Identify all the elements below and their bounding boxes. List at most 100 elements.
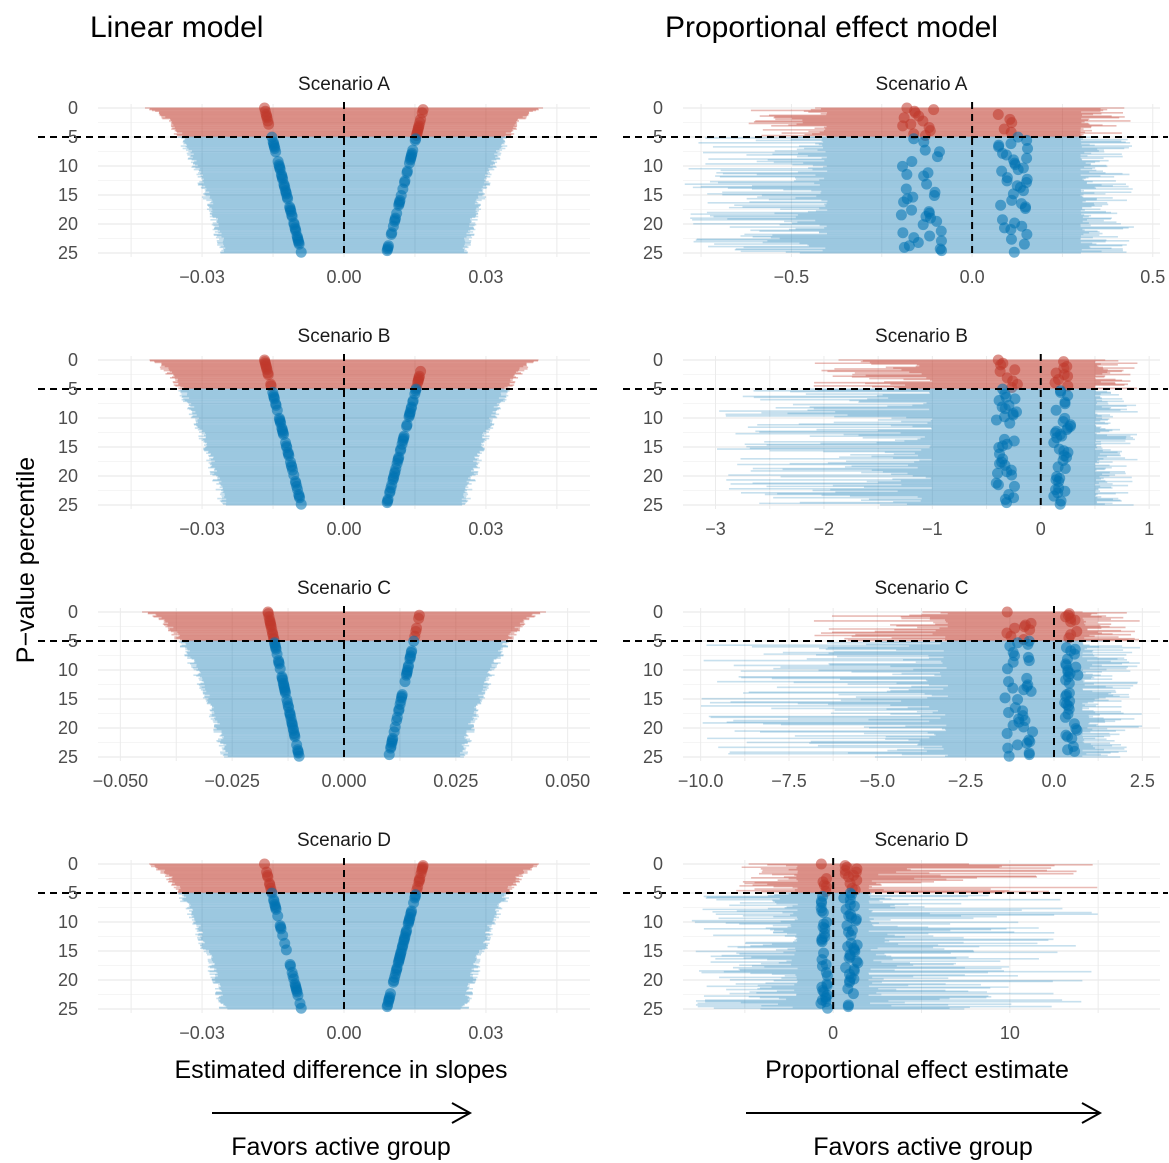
y-tick-label: 5	[68, 631, 78, 651]
y-tick-label: 10	[643, 912, 663, 932]
x-tick-label: 0.050	[545, 771, 590, 791]
x-tick-label: −0.03	[179, 267, 225, 287]
estimate-point	[845, 929, 857, 941]
y-axis-title: P−value percentile	[12, 457, 40, 663]
estimate-point	[1006, 469, 1018, 481]
estimate-point	[992, 479, 1004, 491]
y-tick-label: 25	[58, 747, 78, 767]
x-tick-label: −2	[814, 519, 835, 539]
y-tick-label: 0	[68, 350, 78, 370]
x-tick-label: 0.0	[960, 267, 985, 287]
y-tick-label: 10	[58, 408, 78, 428]
x-tick-label: −0.5	[774, 267, 810, 287]
y-tick-label: 0	[653, 350, 663, 370]
column-title-proportional: Proportional effect model	[665, 11, 998, 44]
estimate-point	[897, 160, 909, 172]
estimate-point	[906, 155, 918, 167]
x-tick-label: 0	[1036, 519, 1046, 539]
estimate-point	[815, 858, 827, 870]
y-tick-label: 20	[643, 718, 663, 738]
estimate-point	[1025, 685, 1037, 697]
estimate-point	[817, 907, 829, 919]
x-tick-label: 0.00	[326, 519, 361, 539]
estimate-point	[385, 228, 397, 240]
x-tick-label: −1	[922, 519, 943, 539]
estimate-point	[1049, 377, 1061, 389]
estimate-point	[931, 215, 943, 227]
panel-title: Scenario D	[297, 830, 391, 851]
estimate-point	[1016, 220, 1028, 232]
estimate-point	[1009, 364, 1021, 376]
estimate-point	[1069, 745, 1081, 757]
estimate-point	[1006, 117, 1018, 129]
y-tick-label: 0	[653, 854, 663, 874]
estimate-point	[401, 420, 413, 432]
estimate-point	[381, 497, 393, 509]
y-tick-label: 25	[643, 999, 663, 1019]
panel-linear-scenario-b: Scenario B 0 5 10 15 20 25 −0.03 0.00 0.03	[38, 326, 598, 539]
estimate-point	[921, 178, 933, 190]
y-tick-label: 20	[58, 466, 78, 486]
estimate-point	[847, 988, 859, 1000]
y-tick-label: 20	[58, 970, 78, 990]
y-tick-label: 10	[643, 156, 663, 176]
y-tick-label: 0	[68, 854, 78, 874]
estimate-point	[1012, 739, 1024, 751]
y-tick-label: 5	[68, 883, 78, 903]
x-tick-label: 0.03	[468, 1023, 503, 1043]
estimate-point	[1021, 152, 1033, 164]
y-tick-label: 20	[58, 214, 78, 234]
y-tick-label: 15	[58, 941, 78, 961]
estimate-point	[1059, 463, 1071, 475]
x-tick-label: −7.5	[771, 771, 807, 791]
estimate-point	[1008, 480, 1020, 492]
estimate-point	[995, 199, 1007, 211]
estimate-point	[901, 168, 913, 180]
estimate-point	[1063, 677, 1075, 689]
estimate-point	[1007, 682, 1019, 694]
estimate-point	[1001, 175, 1013, 187]
estimate-point	[1021, 228, 1033, 240]
panel-title: Scenario C	[875, 578, 969, 599]
estimate-point	[280, 944, 292, 956]
panel-linear-scenario-c: Scenario C 0 5 10 15 20 25 −0.050 −0.025 0.000 0.0…	[38, 578, 598, 791]
estimate-point	[895, 209, 907, 221]
y-tick-label: 10	[643, 408, 663, 428]
estimate-point	[1059, 711, 1071, 723]
x-tick-label: 0.03	[468, 267, 503, 287]
estimate-point	[897, 120, 909, 132]
estimate-point	[387, 976, 399, 988]
estimate-point	[1004, 417, 1016, 429]
panel-proportional-scenario-a: Scenario A 0 5 10 15 20 25 −0.5 0.0 0.5	[623, 74, 1168, 287]
estimate-point	[262, 369, 274, 381]
estimate-point	[1018, 721, 1030, 733]
estimate-point	[821, 970, 833, 982]
y-tick-label: 10	[58, 912, 78, 932]
estimate-point	[990, 414, 1002, 426]
favors-label-proportional: Favors active group	[813, 1133, 1033, 1161]
x-tick-label: 0.03	[468, 519, 503, 539]
estimate-point	[1054, 498, 1066, 510]
estimate-point	[999, 403, 1011, 415]
estimate-point	[1012, 164, 1024, 176]
x-axis-title-linear: Estimated difference in slopes	[174, 1056, 507, 1084]
estimate-point	[897, 227, 909, 239]
y-tick-label: 10	[58, 156, 78, 176]
estimate-point	[1001, 497, 1013, 509]
estimate-point	[1024, 624, 1036, 636]
estimate-point	[413, 612, 425, 624]
estimate-point	[383, 749, 395, 761]
estimate-point	[1005, 224, 1017, 236]
estimate-point	[816, 936, 828, 948]
estimate-point	[928, 104, 940, 116]
estimate-point	[1021, 737, 1033, 749]
gridlines	[683, 356, 1160, 509]
estimate-point	[263, 118, 275, 130]
y-tick-label: 25	[58, 243, 78, 263]
y-tick-label: 15	[643, 941, 663, 961]
y-tick-label: 5	[653, 379, 663, 399]
y-tick-label: 5	[653, 631, 663, 651]
y-tick-label: 0	[68, 602, 78, 622]
estimate-point	[1018, 238, 1030, 250]
interval-lines	[701, 606, 1143, 762]
